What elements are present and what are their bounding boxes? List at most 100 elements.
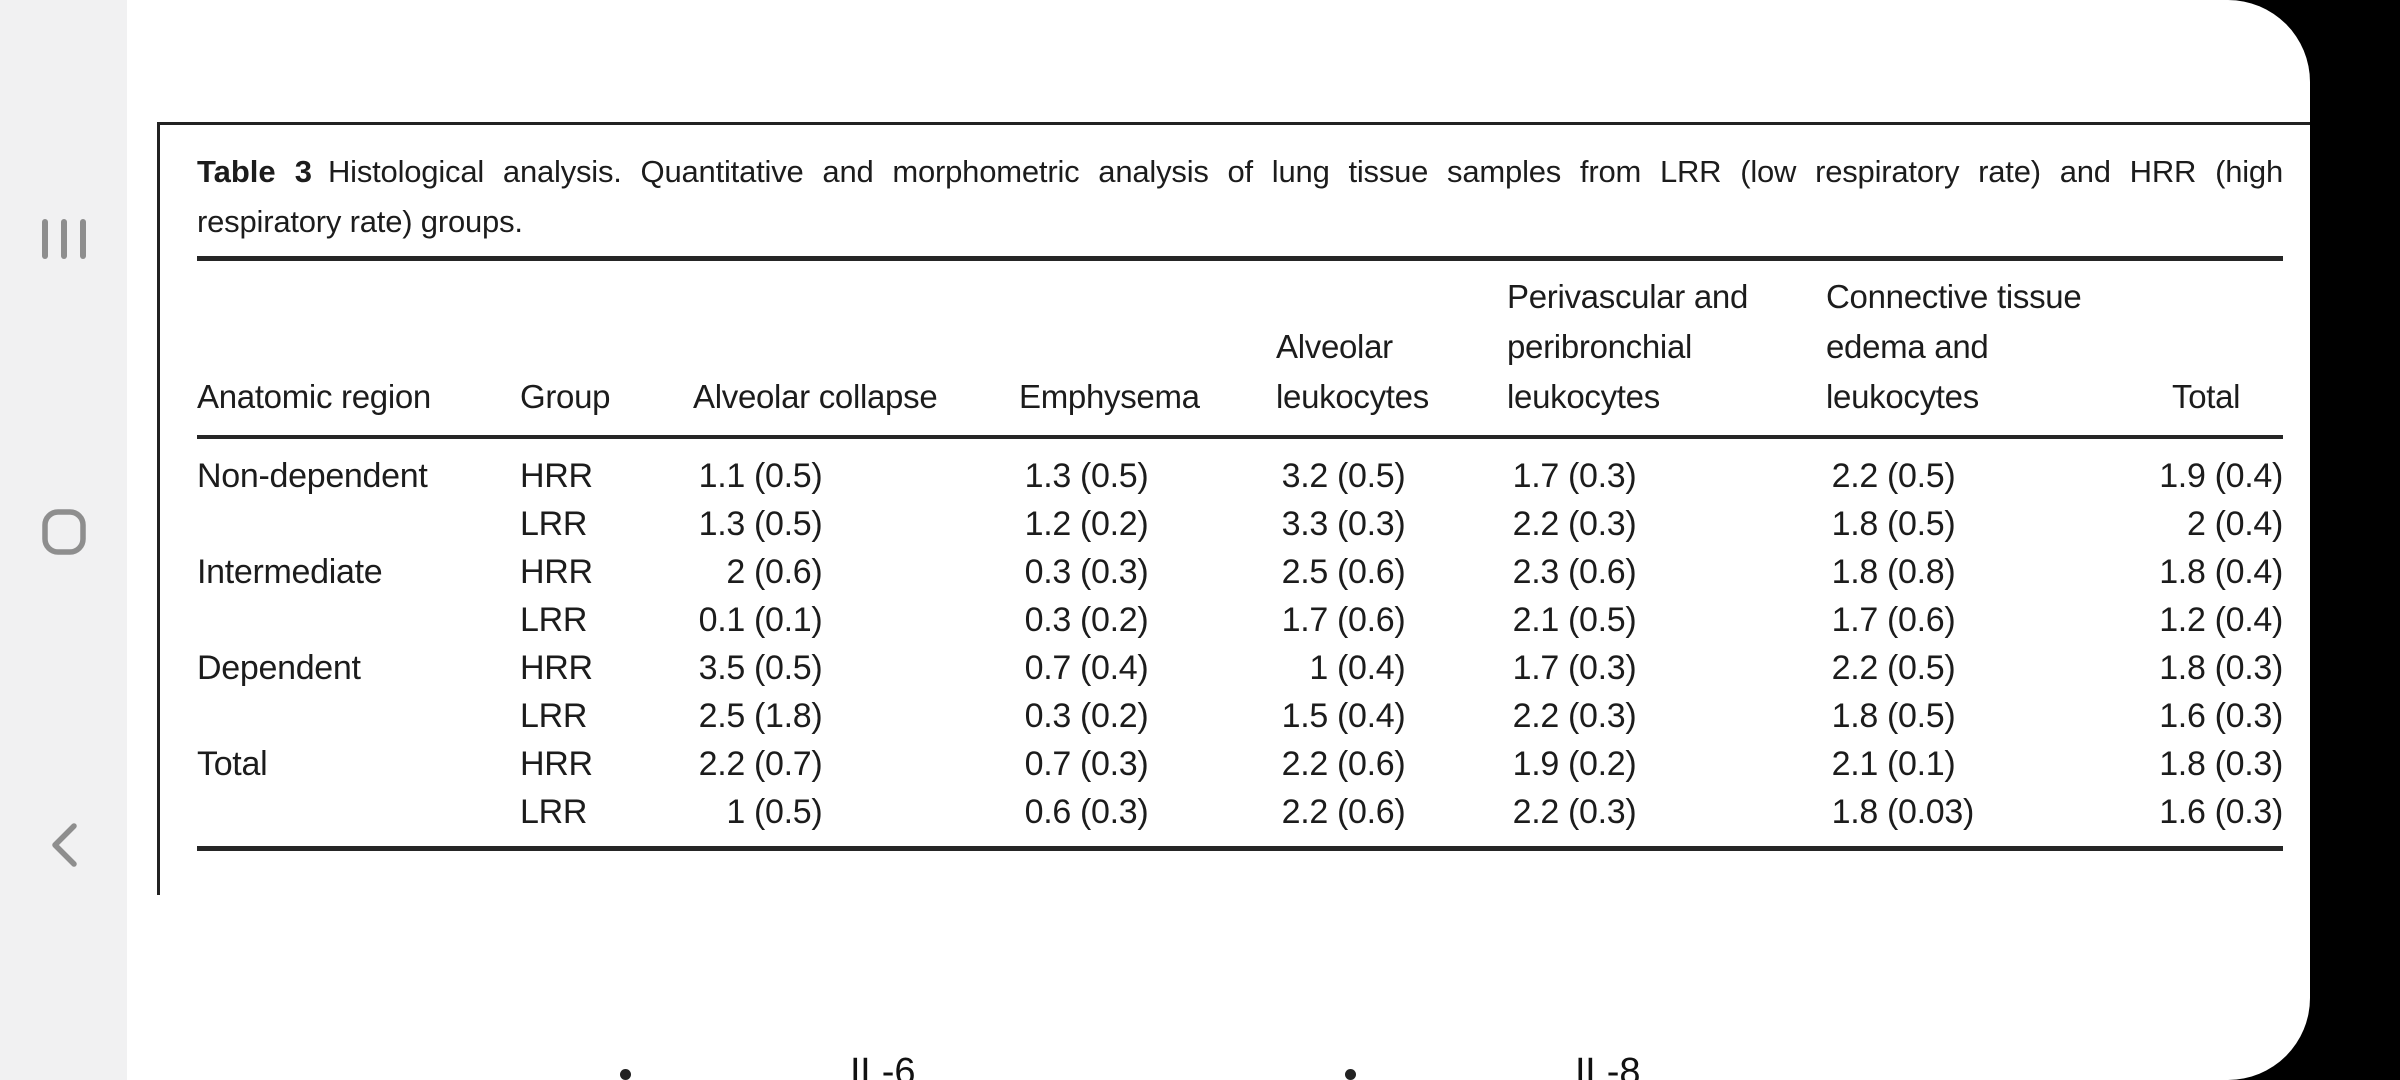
cell-value: 2.2 (0.3) <box>1512 792 1637 831</box>
cell-value: 0.1 (0.1) <box>698 600 823 639</box>
caption-text: Histological analysis. Quantitative and … <box>327 154 2283 189</box>
cell-anatomic-region: Total <box>197 744 268 783</box>
cell-value: 1.3 (0.5) <box>698 504 823 543</box>
cell-value: 2.1 (0.1) <box>1831 744 1956 783</box>
cell-group: HRR <box>520 552 593 591</box>
cell-value: 0.3 (0.2) <box>1024 696 1149 735</box>
cell-group: LRR <box>520 600 588 639</box>
cell-value: 1.7 (0.6) <box>1281 600 1406 639</box>
caption-line-2: respiratory rate) groups. <box>197 204 523 239</box>
cell-value: 1.6 (0.3) <box>2159 792 2283 831</box>
home-icon <box>41 508 86 558</box>
cell-value: 2.2 (0.7) <box>698 744 823 783</box>
table-body: Non-dependent HRR 1.1 (0.5) 1.3 (0.5) 3.2 (0.5)… <box>197 440 2283 836</box>
cell-value: 2.2 (0.3) <box>1512 696 1637 735</box>
cell-value: 1.9 (0.2) <box>1512 744 1637 783</box>
figure-title-il6: IL-6 <box>850 1051 916 1080</box>
cell-value: 2.5 (0.6) <box>1281 552 1406 591</box>
cell-value: 1.2 (0.4) <box>2159 600 2283 639</box>
cell-value: 1.6 (0.3) <box>2159 696 2283 735</box>
cell-value: 1.1 (0.5) <box>698 456 823 495</box>
table-row: Dependent HRR 3.5 (0.5) 0.7 (0.4) 1 (0.4) 1.7 (0.… <box>197 644 2283 692</box>
column-header: Anatomic region <box>197 378 431 415</box>
cell-value: 2 (0.4) <box>2186 504 2283 543</box>
cell-value: 0.3 (0.2) <box>1024 600 1149 639</box>
cell-value: 2.3 (0.6) <box>1512 552 1637 591</box>
cell-value: 3.5 (0.5) <box>698 648 823 687</box>
cell-value: 3.3 (0.3) <box>1281 504 1406 543</box>
figure-title-il8: IL-8 <box>1575 1051 1641 1080</box>
cell-group: HRR <box>520 744 593 783</box>
cell-value: 1.7 (0.3) <box>1512 456 1637 495</box>
cell-value: 2.2 (0.5) <box>1831 648 1956 687</box>
table-header-row: Anatomic region Group Alveolar collapse Emp… <box>197 261 2283 435</box>
column-header: Total <box>2172 378 2241 415</box>
cell-value: 1.7 (0.6) <box>1831 600 1956 639</box>
cell-group: HRR <box>520 456 593 495</box>
caption-label: Table 3 <box>197 154 312 189</box>
cell-value: 1.8 (0.5) <box>1831 696 1956 735</box>
figure-marker-partial <box>1345 1069 1356 1080</box>
cell-value: 1.8 (0.03) <box>1831 792 1975 831</box>
cell-value: 1 (0.5) <box>726 792 823 831</box>
cell-group: LRR <box>520 696 588 735</box>
cell-value: 3.2 (0.5) <box>1281 456 1406 495</box>
cell-anatomic-region: Intermediate <box>197 552 383 591</box>
home-button[interactable] <box>0 473 127 593</box>
cell-value: 0.6 (0.3) <box>1024 792 1149 831</box>
cell-value: 1.5 (0.4) <box>1281 696 1406 735</box>
column-header: Perivascular and peribronchial leukocytes <box>1507 278 1748 415</box>
cell-value: 1.8 (0.3) <box>2159 744 2283 783</box>
cell-value: 1.8 (0.3) <box>2159 648 2283 687</box>
cell-value: 1.7 (0.3) <box>1512 648 1637 687</box>
cell-value: 2.2 (0.6) <box>1281 792 1406 831</box>
cell-value: 2.1 (0.5) <box>1512 600 1637 639</box>
table-header-rule <box>197 435 2283 439</box>
recents-button[interactable] <box>0 180 127 300</box>
cell-value: 2.2 (0.3) <box>1512 504 1637 543</box>
table-row: LRR 0.1 (0.1) 0.3 (0.2) 1.7 (0.6) 2.1 (0.5) 1.7 (0… <box>197 596 2283 644</box>
cell-value: 1.2 (0.2) <box>1024 504 1149 543</box>
cell-value: 1.8 (0.8) <box>1831 552 1956 591</box>
cell-anatomic-region: Non-dependent <box>197 456 428 495</box>
cell-anatomic-region: Dependent <box>197 648 361 687</box>
column-header: Connective tissue edema and leukocytes <box>1826 278 2082 415</box>
cell-value: 2.5 (1.8) <box>698 696 823 735</box>
cell-value: 1 (0.4) <box>1309 648 1406 687</box>
cell-value: 1.9 (0.4) <box>2159 456 2283 495</box>
cell-group: HRR <box>520 648 593 687</box>
cell-value: 1.3 (0.5) <box>1024 456 1149 495</box>
table-row: LRR 1 (0.5) 0.6 (0.3) 2.2 (0.6) 2.2 (0.3) 1.8 (0.0… <box>197 788 2283 836</box>
back-button[interactable] <box>0 786 127 906</box>
table-top-rule <box>197 256 2283 261</box>
cell-value: 0.7 (0.4) <box>1024 648 1149 687</box>
cell-value: 0.7 (0.3) <box>1024 744 1149 783</box>
cell-value: 1.8 (0.5) <box>1831 504 1956 543</box>
cell-value: 2 (0.6) <box>726 552 823 591</box>
table-caption: Table 3 Histological analysis. Quantitati… <box>197 147 2283 247</box>
table-row: Total HRR 2.2 (0.7) 0.7 (0.3) 2.2 (0.6) 1.9 (0.2)… <box>197 740 2283 788</box>
column-header: Group <box>520 378 611 415</box>
cell-value: 2.2 (0.6) <box>1281 744 1406 783</box>
table-row: Non-dependent HRR 1.1 (0.5) 1.3 (0.5) 3.2 (0.5)… <box>197 452 2283 500</box>
document-page[interactable]: Table 3 Histological analysis. Quantitati… <box>0 0 2310 1080</box>
cell-value: 0.3 (0.3) <box>1024 552 1149 591</box>
cell-value: 2.2 (0.5) <box>1831 456 1956 495</box>
caption-line-1: Table 3 Histological analysis. Quantitati… <box>197 147 2283 197</box>
table-frame <box>157 122 2310 895</box>
column-header: Alveolar leukocytes <box>1276 328 1429 415</box>
cell-group: LRR <box>520 792 588 831</box>
table-row: Intermediate HRR 2 (0.6) 0.3 (0.3) 2.5 (0.6) 2.3… <box>197 548 2283 596</box>
column-header: Emphysema <box>1019 378 1200 415</box>
cell-value: 1.8 (0.4) <box>2159 552 2283 591</box>
figure-marker-partial <box>620 1069 631 1080</box>
table-bottom-rule <box>197 846 2283 851</box>
table-row: LRR 1.3 (0.5) 1.2 (0.2) 3.3 (0.3) 2.2 (0.3) 1.8 (0… <box>197 500 2283 548</box>
recents-icon <box>41 218 86 262</box>
android-nav-bar <box>0 0 127 1080</box>
cell-group: LRR <box>520 504 588 543</box>
column-header: Alveolar collapse <box>693 378 938 415</box>
back-icon <box>50 822 78 870</box>
table-row: LRR 2.5 (1.8) 0.3 (0.2) 1.5 (0.4) 2.2 (0.3) 1.8 (0… <box>197 692 2283 740</box>
